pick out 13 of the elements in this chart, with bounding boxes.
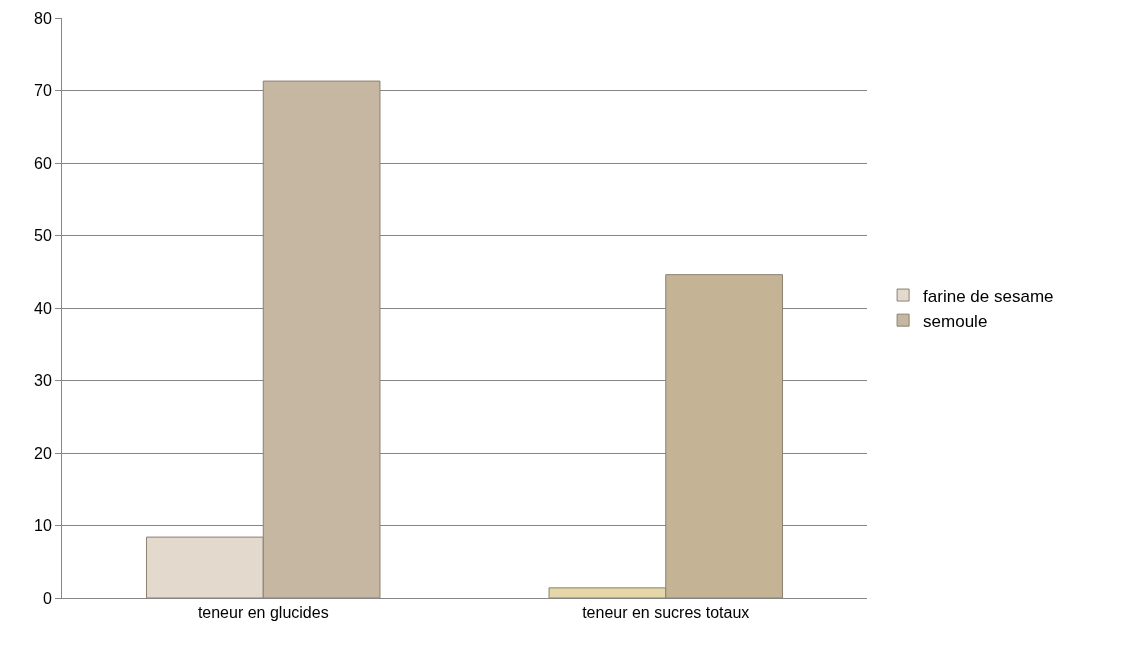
y-tick-label: 30 bbox=[34, 372, 52, 390]
y-tick-label: 50 bbox=[34, 227, 52, 245]
legend-label: semoule bbox=[923, 311, 988, 331]
y-tick-label: 60 bbox=[34, 154, 52, 172]
y-tick-label: 70 bbox=[34, 82, 52, 100]
y-tick-label: 80 bbox=[34, 9, 52, 27]
y-tick-label: 10 bbox=[34, 517, 52, 535]
legend-label: farine de sesame bbox=[923, 286, 1054, 306]
y-tick-label: 0 bbox=[42, 589, 52, 607]
y-tick-label: 40 bbox=[34, 299, 52, 317]
x-tick-label: teneur en glucides bbox=[197, 604, 329, 622]
y-tick-label: 20 bbox=[34, 444, 52, 462]
x-tick-label: teneur en sucres totaux bbox=[582, 604, 750, 622]
